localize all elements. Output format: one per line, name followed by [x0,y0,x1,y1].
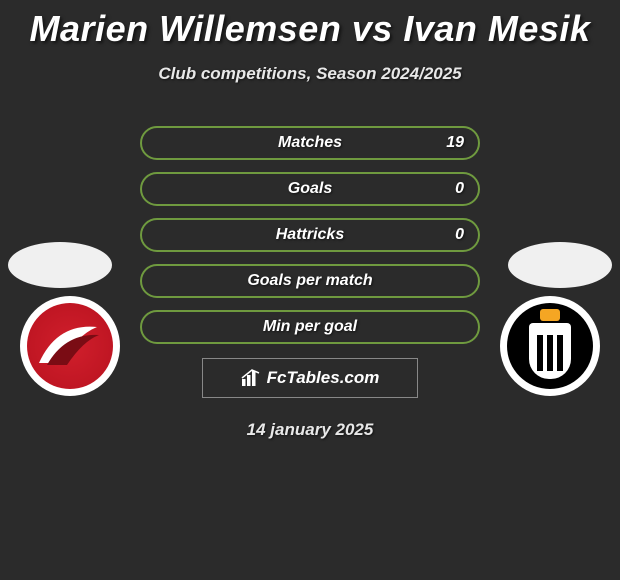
heracles-stripe [537,335,543,371]
subtitle: Club competitions, Season 2024/2025 [0,64,620,84]
stat-label: Hattricks [276,226,344,244]
date-text: 14 january 2025 [0,420,620,440]
comparison-area: Matches 19 Goals 0 Hattricks 0 Goals per… [0,126,620,440]
brand-box: FcTables.com [202,358,418,398]
stat-value: 0 [455,180,464,198]
club-badge-left [20,296,120,396]
heracles-stripe [557,335,563,371]
stat-bar-matches: Matches 19 [140,126,480,160]
stat-value: 19 [446,134,464,152]
stat-value: 0 [455,226,464,244]
stat-bar-goals-per-match: Goals per match [140,264,480,298]
page-title: Marien Willemsen vs Ivan Mesik [0,0,620,50]
stat-label: Goals per match [247,272,372,290]
almere-badge-inner [27,303,113,389]
heracles-badge-inner [507,303,593,389]
stat-bar-hattricks: Hattricks 0 [140,218,480,252]
almere-swoosh-icon [37,321,107,371]
bar-chart-icon [241,369,263,387]
heracles-shield-icon [529,323,571,379]
brand-text: FcTables.com [267,368,380,388]
stat-bar-min-per-goal: Min per goal [140,310,480,344]
stat-label: Matches [278,134,342,152]
flag-left [8,242,112,288]
flag-right [508,242,612,288]
heracles-stripe [547,335,553,371]
stat-bar-goals: Goals 0 [140,172,480,206]
stat-label: Min per goal [263,318,357,336]
stat-label: Goals [288,180,332,198]
stat-bars: Matches 19 Goals 0 Hattricks 0 Goals per… [140,126,480,344]
heracles-crest-top [540,309,560,321]
club-badge-right [500,296,600,396]
